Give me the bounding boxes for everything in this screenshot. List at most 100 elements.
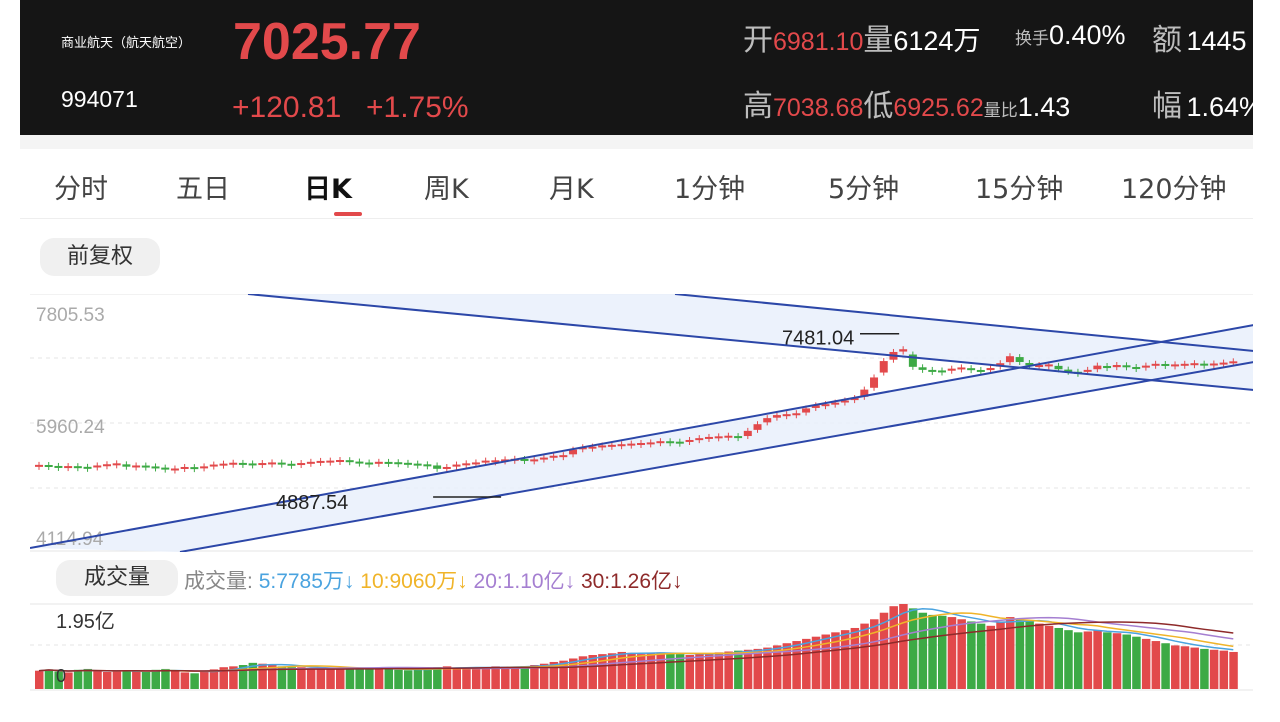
tab-120min[interactable]: 120分钟 <box>1121 174 1227 205</box>
candle <box>394 462 403 465</box>
volume-bar <box>462 668 471 689</box>
amount-label: 额 <box>1152 24 1182 57</box>
volume-bar <box>918 612 928 689</box>
adjust-mode-button[interactable]: 前复权 <box>40 238 160 276</box>
price-change: +120.81 <box>232 91 342 124</box>
candle <box>637 443 645 446</box>
volume-bar <box>1025 621 1034 689</box>
volume-bar <box>578 656 588 689</box>
tab-5min[interactable]: 5分钟 <box>828 174 900 205</box>
candle <box>685 439 694 442</box>
candle <box>190 467 199 470</box>
candle <box>1122 365 1131 368</box>
volume-bar <box>248 662 258 689</box>
stat-amplitude: 幅 1.64% <box>1152 81 1253 125</box>
volume-bar <box>471 667 481 689</box>
candle <box>675 441 684 444</box>
candle <box>666 441 675 444</box>
candle <box>549 455 558 458</box>
volume-bar <box>656 652 665 689</box>
tab-intraday[interactable]: 分时 <box>54 174 108 205</box>
candle <box>704 436 713 439</box>
volume-indicator-button[interactable]: 成交量 <box>56 560 178 596</box>
volume-bar <box>1229 651 1238 689</box>
volume-bar <box>1219 650 1229 689</box>
volume-bar <box>93 671 102 689</box>
index-code: 994071 <box>61 86 138 112</box>
candle <box>1161 363 1170 366</box>
volume-bar <box>209 669 219 689</box>
volume-bar <box>326 668 335 689</box>
volume-bar <box>161 668 170 689</box>
volume-ma30-line <box>38 621 1234 672</box>
candle <box>714 436 723 439</box>
volume-bar <box>151 669 161 689</box>
volume-bar <box>122 670 131 689</box>
volume-bar <box>1054 627 1064 689</box>
volume-bar <box>520 666 529 689</box>
volume-bar <box>607 653 617 689</box>
volume-bar <box>675 654 685 689</box>
volume-bar <box>190 673 199 689</box>
candle <box>384 461 393 464</box>
channel-lower-line <box>179 361 1254 552</box>
tab-1min[interactable]: 1分钟 <box>674 174 746 205</box>
volume-bar <box>1180 646 1190 689</box>
candle <box>1054 365 1063 370</box>
candle <box>1219 362 1228 365</box>
candle <box>209 464 218 467</box>
tab-five-day[interactable]: 五日 <box>176 174 230 205</box>
candle <box>1112 365 1121 368</box>
candle <box>297 463 306 466</box>
tab-daily-k[interactable]: 日K <box>304 174 352 205</box>
volume-bar <box>1161 643 1170 689</box>
volume-bar <box>734 650 743 689</box>
volume-max-label: 1.95亿 <box>56 610 115 633</box>
volume-bar <box>1064 630 1073 689</box>
y-axis-label: 4114.94 <box>36 529 104 550</box>
candle <box>1141 365 1150 368</box>
volume-bar <box>986 625 996 689</box>
candle <box>248 463 257 466</box>
volume-bar <box>510 667 520 689</box>
volume-bar <box>1083 631 1093 689</box>
volume-bar <box>637 654 646 689</box>
candle <box>598 445 607 448</box>
volume-bar <box>132 671 141 689</box>
candle <box>433 465 442 469</box>
index-name: 商业航天（航天航空） <box>61 36 192 51</box>
candle <box>452 464 461 467</box>
volume-bar <box>908 608 918 689</box>
volume-bar <box>238 665 248 689</box>
stat-amount: 额 1445 <box>1152 15 1247 59</box>
amplitude-label: 幅 <box>1152 90 1182 123</box>
volume-bar <box>1112 633 1122 689</box>
tab-15min[interactable]: 15分钟 <box>975 174 1064 205</box>
candle <box>1171 364 1180 367</box>
right-edge <box>1253 0 1280 722</box>
open-value: 6981.10 <box>773 28 864 56</box>
candle <box>326 460 335 463</box>
candle <box>423 464 432 467</box>
candle <box>1005 356 1014 363</box>
volume-bar <box>1132 636 1141 689</box>
candle <box>44 464 53 467</box>
volume-bar <box>102 672 112 689</box>
open-label: 开 <box>743 24 773 57</box>
volume-bar <box>306 668 316 689</box>
candle <box>840 400 849 403</box>
volume-bar <box>258 663 267 689</box>
volume-ma5: 5:7785万↓ <box>258 570 355 593</box>
volume-bar <box>491 666 500 689</box>
candle <box>336 460 344 463</box>
candle <box>1025 362 1034 366</box>
candle <box>151 466 160 469</box>
volume-chart: 1.95亿 0 <box>30 603 1254 691</box>
tab-weekly-k[interactable]: 周K <box>424 174 469 205</box>
volume-bar <box>501 666 510 689</box>
volume-bar <box>403 670 413 689</box>
volume-bar <box>646 653 656 689</box>
volume-bar <box>229 666 238 689</box>
vol-ratio-value: 1.43 <box>1017 92 1071 122</box>
tab-monthly-k[interactable]: 月K <box>549 174 594 205</box>
